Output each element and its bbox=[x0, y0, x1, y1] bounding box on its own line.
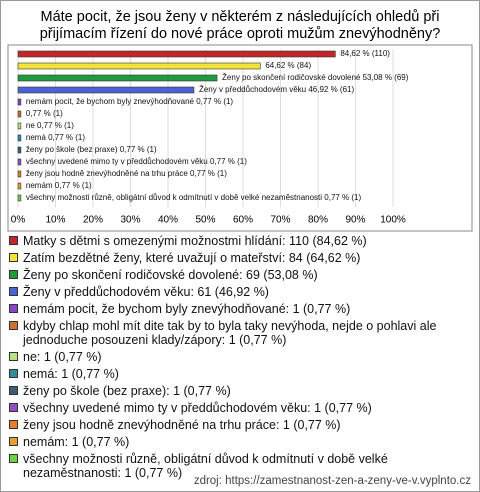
bar-label: ženy jsou hodně znevýhodněné na trhu prá… bbox=[26, 169, 227, 178]
legend-swatch bbox=[9, 386, 18, 395]
bar-label: všechny možnosti různě, obligátní důvod … bbox=[26, 193, 362, 202]
x-tick-label: 30% bbox=[120, 215, 140, 226]
x-tick-label: 90% bbox=[345, 215, 365, 226]
bar bbox=[17, 110, 22, 118]
legend-item: kdyby chlap mohl mít dite tak by to byla… bbox=[9, 319, 471, 347]
legend-label: nemám: 1 (0,77 %) bbox=[23, 435, 130, 449]
x-tick-label: 40% bbox=[158, 215, 178, 226]
chart-title: přijímacím řízení do nové práce oproti m… bbox=[40, 26, 441, 42]
legend-swatch bbox=[9, 454, 18, 463]
bar bbox=[17, 50, 336, 58]
bar bbox=[17, 194, 22, 202]
legend-label: ženy po škole (bez praxe): 1 (0,77 %) bbox=[23, 384, 231, 398]
x-tick-label: 60% bbox=[233, 215, 253, 226]
bar bbox=[17, 182, 22, 190]
bar-label: nemám 0,77 % (1) bbox=[26, 181, 92, 190]
bar bbox=[17, 74, 218, 82]
legend-item: všechny uvedené mimo ty v předdůchodovém… bbox=[9, 401, 471, 415]
legend: Matky s dětmi s omezenými možnostmi hlíd… bbox=[9, 234, 471, 483]
legend-item: nemám: 1 (0,77 %) bbox=[9, 435, 471, 449]
plot-frame bbox=[7, 44, 473, 232]
legend-item: Zatím bezdětné ženy, které uvažují o mat… bbox=[9, 251, 471, 265]
bar bbox=[17, 62, 261, 70]
legend-swatch bbox=[9, 437, 18, 446]
legend-label: všechny možnosti různě, obligátní důvod … bbox=[23, 452, 388, 480]
x-tick-label: 100% bbox=[380, 215, 406, 226]
chart-title: Máte pocit, že jsou ženy v některém z ná… bbox=[41, 9, 440, 25]
bar-label: nemám pocit, že bychom byly znevýhodňova… bbox=[26, 97, 234, 106]
legend-item: ženy jsou hodně znevýhodněné na trhu prá… bbox=[9, 418, 471, 432]
bar-label: ženy po škole (bez praxe) 0,77 % (1) bbox=[26, 145, 157, 154]
legend-label: všechny uvedené mimo ty v předdůchodovém… bbox=[23, 401, 372, 415]
bar-label: 64,62 % (84) bbox=[265, 61, 311, 70]
bar-label: Ženy po skončení rodičovské dovolené 53,… bbox=[222, 73, 409, 82]
legend-swatch bbox=[9, 270, 18, 279]
bar-label: Ženy v předdůchodovém věku 46,92 % (61) bbox=[199, 85, 355, 94]
legend-swatch bbox=[9, 403, 18, 412]
legend-label: Matky s dětmi s omezenými možnostmi hlíd… bbox=[23, 234, 367, 248]
legend-swatch bbox=[9, 236, 18, 245]
legend-swatch bbox=[9, 304, 18, 313]
bar bbox=[17, 86, 195, 94]
bar-label: všechny uvedené mimo ty v předdůchodovém… bbox=[26, 157, 247, 166]
bar bbox=[17, 146, 22, 154]
bar bbox=[17, 158, 22, 166]
legend-swatch bbox=[9, 253, 18, 262]
legend-item: ne: 1 (0,77 %) bbox=[9, 350, 471, 364]
legend-item: Ženy po skončení rodičovské dovolené: 69… bbox=[9, 268, 471, 282]
source: zdroj: https://zamestnanost-zen-a-zeny-v… bbox=[193, 475, 471, 487]
bar-label: ne 0,77 % (1) bbox=[26, 121, 74, 130]
legend-swatch bbox=[9, 321, 18, 330]
legend-item: ženy po škole (bez praxe): 1 (0,77 %) bbox=[9, 384, 471, 398]
bar bbox=[17, 134, 22, 142]
bar-label: 84,62 % (110) bbox=[340, 49, 390, 58]
bar bbox=[17, 98, 22, 106]
bar-label: nemá 0,77 % (1) bbox=[26, 133, 85, 142]
legend-swatch bbox=[9, 369, 18, 378]
x-tick-label: 50% bbox=[195, 215, 215, 226]
legend-swatch bbox=[9, 420, 18, 429]
legend-label: Zatím bezdětné ženy, které uvažují o mat… bbox=[23, 251, 361, 265]
legend-swatch bbox=[9, 287, 18, 296]
legend-label: Ženy po skončení rodičovské dovolené: 69… bbox=[23, 268, 318, 282]
legend-item: nemám pocit, že bychom byly znevýhodňova… bbox=[9, 302, 471, 316]
legend-item: nemá: 1 (0,77 %) bbox=[9, 367, 471, 381]
legend-item: Ženy v předdůchodovém věku: 61 (46,92 %) bbox=[9, 285, 471, 299]
x-tick-label: 10% bbox=[45, 215, 65, 226]
x-tick-label: 20% bbox=[83, 215, 103, 226]
legend-item: Matky s dětmi s omezenými možnostmi hlíd… bbox=[9, 234, 471, 248]
chart: Máte pocit, že jsou ženy v některém z ná… bbox=[7, 9, 473, 232]
legend-label: kdyby chlap mohl mít dite tak by to byla… bbox=[23, 319, 437, 347]
legend-label: nemá: 1 (0,77 %) bbox=[23, 367, 119, 381]
legend-label: ženy jsou hodně znevýhodněné na trhu prá… bbox=[23, 418, 341, 432]
bar bbox=[17, 170, 22, 178]
legend-label: ne: 1 (0,77 %) bbox=[23, 350, 102, 364]
x-tick-label: 0% bbox=[11, 215, 26, 226]
bar-label: 0,77 % (1) bbox=[26, 109, 63, 118]
x-tick-label: 80% bbox=[308, 215, 328, 226]
bar bbox=[17, 122, 22, 130]
legend-item: všechny možnosti různě, obligátní důvod … bbox=[9, 452, 471, 480]
legend-label: Ženy v předdůchodovém věku: 61 (46,92 %) bbox=[23, 285, 269, 299]
legend-swatch bbox=[9, 352, 18, 361]
x-tick-label: 70% bbox=[270, 215, 290, 226]
legend-label: nemám pocit, že bychom byly znevýhodňova… bbox=[23, 302, 351, 316]
